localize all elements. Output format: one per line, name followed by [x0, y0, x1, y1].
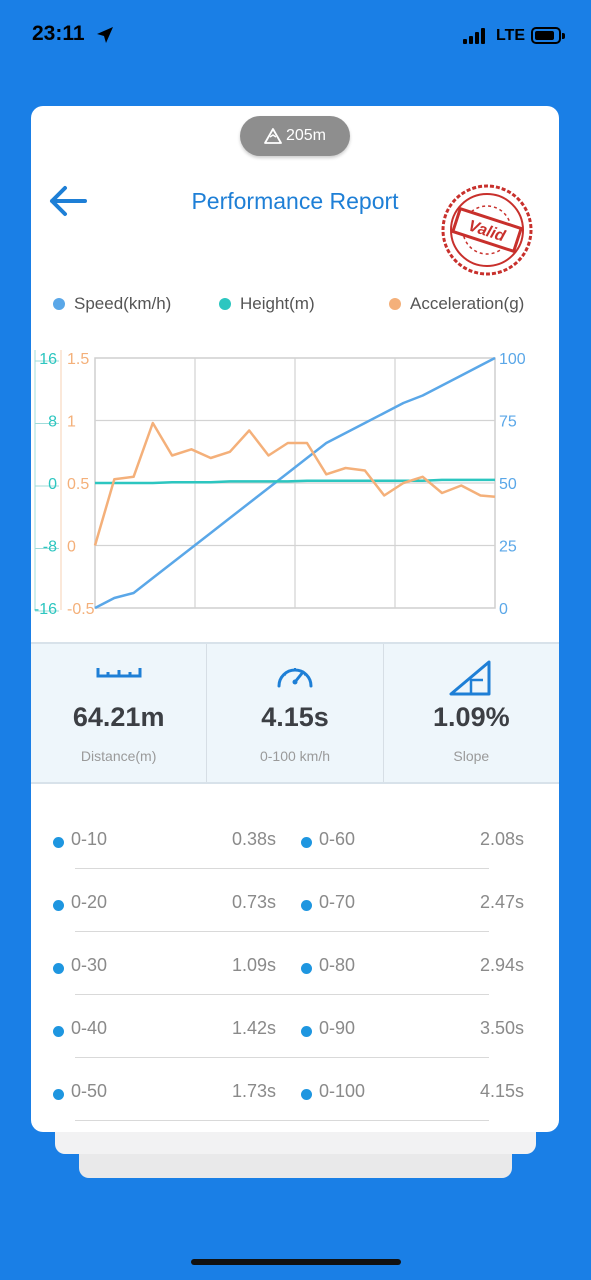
row-bullet [301, 963, 312, 974]
acceleration-tick-label: 1.5 [67, 351, 89, 368]
row-bullet [53, 1026, 64, 1037]
battery-icon [531, 27, 565, 44]
stat-distance: 64.21m Distance(m) [31, 644, 206, 782]
stat-acceleration-time-label: 0-100 km/h [259, 748, 331, 764]
split-label: 0-40 [71, 1018, 108, 1038]
height-tick-label: 0 [48, 476, 57, 493]
slope-icon [449, 660, 491, 696]
split-time: 0.73s [231, 892, 276, 912]
row-bullet [301, 837, 312, 848]
acceleration-tick-label: -0.5 [67, 601, 95, 614]
location-arrow-icon [97, 27, 113, 43]
split-label: 0-90 [319, 1018, 356, 1038]
stats-panel: 64.21m Distance(m) 4.15s 0-100 km/h 1.09… [31, 642, 559, 784]
speed-tick-label: 50 [499, 476, 517, 493]
speed-tick-label: 100 [499, 351, 526, 368]
split-time: 0.38s [231, 829, 276, 849]
height-tick-label: 8 [48, 414, 57, 431]
split-times-table: 0-10 0.38s 0-60 2.08s 0-20 0.73s 0-70 2.… [31, 806, 559, 1121]
split-label: 0-70 [319, 892, 356, 912]
stat-distance-value: 64.21m [72, 702, 165, 732]
split-time: 2.08s [479, 829, 524, 849]
legend-acceleration: Acceleration(g) [389, 294, 524, 314]
back-arrow-icon[interactable] [47, 184, 89, 218]
split-label: 0-60 [319, 829, 356, 849]
mountain-icon [264, 128, 282, 144]
row-bullet [53, 900, 64, 911]
row-bullet [301, 900, 312, 911]
acceleration-tick-label: 0.5 [67, 476, 89, 493]
stat-acceleration-time-value: 4.15s [261, 702, 329, 732]
altitude-badge: 205m [240, 116, 350, 156]
height-tick-label: 16 [39, 351, 57, 368]
split-label: 0-30 [71, 955, 108, 975]
split-time: 2.47s [479, 892, 524, 912]
stat-slope-label: Slope [453, 748, 490, 764]
stat-slope-value: 1.09% [433, 702, 510, 732]
acceleration-tick-label: 0 [67, 539, 76, 556]
split-time: 2.94s [479, 955, 524, 975]
valid-stamp: Valid [441, 184, 533, 276]
performance-chart: 16 8 0 -8 -16 1.5 1 0.5 0 -0.5 100 75 50 25 0 [34, 350, 526, 614]
height-tick-label: -16 [34, 601, 57, 614]
split-label: 0-50 [71, 1081, 108, 1101]
cellular-signal-icon [463, 28, 489, 44]
split-label: 0-100 [319, 1081, 366, 1101]
page-title: Performance Report [191, 188, 399, 214]
chart-legend: Speed(km/h) Height(m) Acceleration(g) [31, 294, 559, 318]
row-bullet [301, 1026, 312, 1037]
network-type: LTE [496, 27, 526, 44]
split-time: 1.73s [231, 1081, 276, 1101]
table-row: 0-30 1.09s 0-80 2.94s [31, 932, 559, 995]
split-label: 0-20 [71, 892, 108, 912]
table-row: 0-40 1.42s 0-90 3.50s [31, 995, 559, 1058]
row-bullet [53, 837, 64, 848]
legend-acceleration-dot [389, 298, 401, 310]
status-time: 23:11 [32, 22, 85, 45]
height-tick-label: -8 [43, 539, 57, 556]
row-bullet [53, 1089, 64, 1100]
split-time: 1.42s [231, 1018, 276, 1038]
split-label: 0-80 [319, 955, 356, 975]
speed-tick-label: 0 [499, 601, 508, 614]
legend-speed-dot [53, 298, 65, 310]
speed-tick-label: 75 [499, 414, 517, 431]
table-row: 0-50 1.73s 0-100 4.15s [31, 1058, 559, 1121]
legend-height-label: Height(m) [240, 294, 315, 313]
legend-acceleration-label: Acceleration(g) [410, 294, 525, 313]
stat-acceleration-time: 4.15s 0-100 km/h [206, 644, 382, 782]
stat-slope: 1.09% Slope [382, 644, 559, 782]
speedometer-icon [277, 668, 313, 688]
stat-distance-label: Distance(m) [80, 748, 157, 764]
series-line-acceleration [93, 421, 496, 546]
legend-height: Height(m) [219, 294, 315, 314]
legend-speed: Speed(km/h) [53, 294, 171, 314]
report-card: 205m Performance Report Valid Speed(km/h… [31, 106, 559, 1132]
altitude-value: 205m [285, 127, 327, 144]
row-bullet [301, 1089, 312, 1100]
status-bar: 23:11 LTE [0, 0, 591, 75]
split-time: 1.09s [231, 955, 276, 975]
series-line-speed [94, 356, 496, 610]
speed-tick-label: 25 [499, 539, 517, 556]
split-time: 3.50s [479, 1018, 524, 1038]
legend-height-dot [219, 298, 231, 310]
table-row: 0-10 0.38s 0-60 2.08s [31, 806, 559, 869]
split-label: 0-10 [71, 829, 108, 849]
ruler-icon [96, 668, 142, 678]
row-bullet [53, 963, 64, 974]
legend-speed-label: Speed(km/h) [74, 294, 172, 313]
series-line-height [95, 478, 495, 485]
home-indicator [191, 1259, 401, 1265]
table-row: 0-20 0.73s 0-70 2.47s [31, 869, 559, 932]
acceleration-tick-label: 1 [67, 414, 76, 431]
split-time: 4.15s [479, 1081, 524, 1101]
